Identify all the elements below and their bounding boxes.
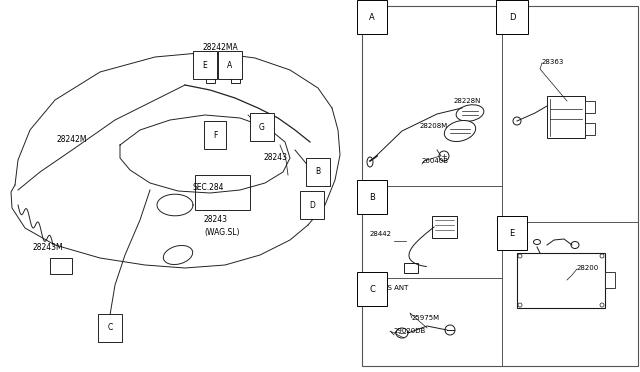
Text: G: G: [259, 122, 265, 131]
FancyBboxPatch shape: [517, 253, 605, 308]
FancyBboxPatch shape: [585, 101, 595, 113]
Ellipse shape: [600, 254, 604, 258]
FancyBboxPatch shape: [195, 175, 250, 210]
Text: SEC.284: SEC.284: [192, 183, 224, 192]
FancyBboxPatch shape: [311, 167, 319, 183]
FancyBboxPatch shape: [362, 6, 638, 366]
Ellipse shape: [534, 240, 541, 244]
FancyBboxPatch shape: [432, 216, 457, 238]
FancyBboxPatch shape: [231, 73, 240, 83]
Text: 28242M: 28242M: [57, 135, 87, 144]
Ellipse shape: [445, 325, 455, 335]
Text: 28363: 28363: [542, 59, 564, 65]
Text: (WAG.SL): (WAG.SL): [204, 228, 240, 237]
Text: GPS ANT: GPS ANT: [378, 285, 408, 291]
Text: 26040B: 26040B: [422, 158, 449, 164]
Text: 28242MA: 28242MA: [202, 44, 238, 52]
FancyBboxPatch shape: [206, 73, 215, 83]
Ellipse shape: [600, 303, 604, 307]
Text: B: B: [316, 167, 321, 176]
FancyBboxPatch shape: [257, 126, 265, 134]
FancyBboxPatch shape: [211, 133, 221, 143]
Text: D: D: [309, 201, 315, 209]
Text: D: D: [509, 13, 515, 22]
FancyBboxPatch shape: [585, 123, 595, 135]
Text: 28200: 28200: [577, 265, 599, 271]
FancyBboxPatch shape: [306, 202, 314, 214]
Text: 28228N: 28228N: [454, 98, 481, 104]
Ellipse shape: [444, 121, 476, 141]
Text: B: B: [369, 192, 375, 202]
Ellipse shape: [518, 303, 522, 307]
FancyBboxPatch shape: [404, 263, 418, 273]
Text: F: F: [213, 131, 217, 140]
Ellipse shape: [456, 105, 484, 121]
Text: 28442: 28442: [370, 231, 392, 237]
Ellipse shape: [367, 157, 373, 167]
Text: A: A: [227, 61, 232, 70]
FancyBboxPatch shape: [605, 272, 615, 288]
Text: E: E: [509, 228, 515, 237]
Ellipse shape: [571, 241, 579, 248]
Ellipse shape: [518, 254, 522, 258]
Text: C: C: [108, 324, 113, 333]
Text: A: A: [369, 13, 375, 22]
Text: 28243: 28243: [203, 215, 227, 224]
Ellipse shape: [439, 151, 449, 161]
Ellipse shape: [163, 246, 193, 264]
Text: 29020DB: 29020DB: [394, 328, 426, 334]
Text: 28208M: 28208M: [420, 123, 448, 129]
FancyBboxPatch shape: [104, 315, 116, 325]
Ellipse shape: [513, 117, 521, 125]
Text: 28243M: 28243M: [33, 244, 63, 253]
Text: C: C: [369, 285, 375, 294]
FancyBboxPatch shape: [547, 96, 585, 138]
Ellipse shape: [396, 328, 408, 338]
FancyBboxPatch shape: [50, 258, 72, 274]
Text: 25975M: 25975M: [412, 315, 440, 321]
Text: E: E: [203, 61, 207, 70]
Text: 28243: 28243: [263, 154, 287, 163]
